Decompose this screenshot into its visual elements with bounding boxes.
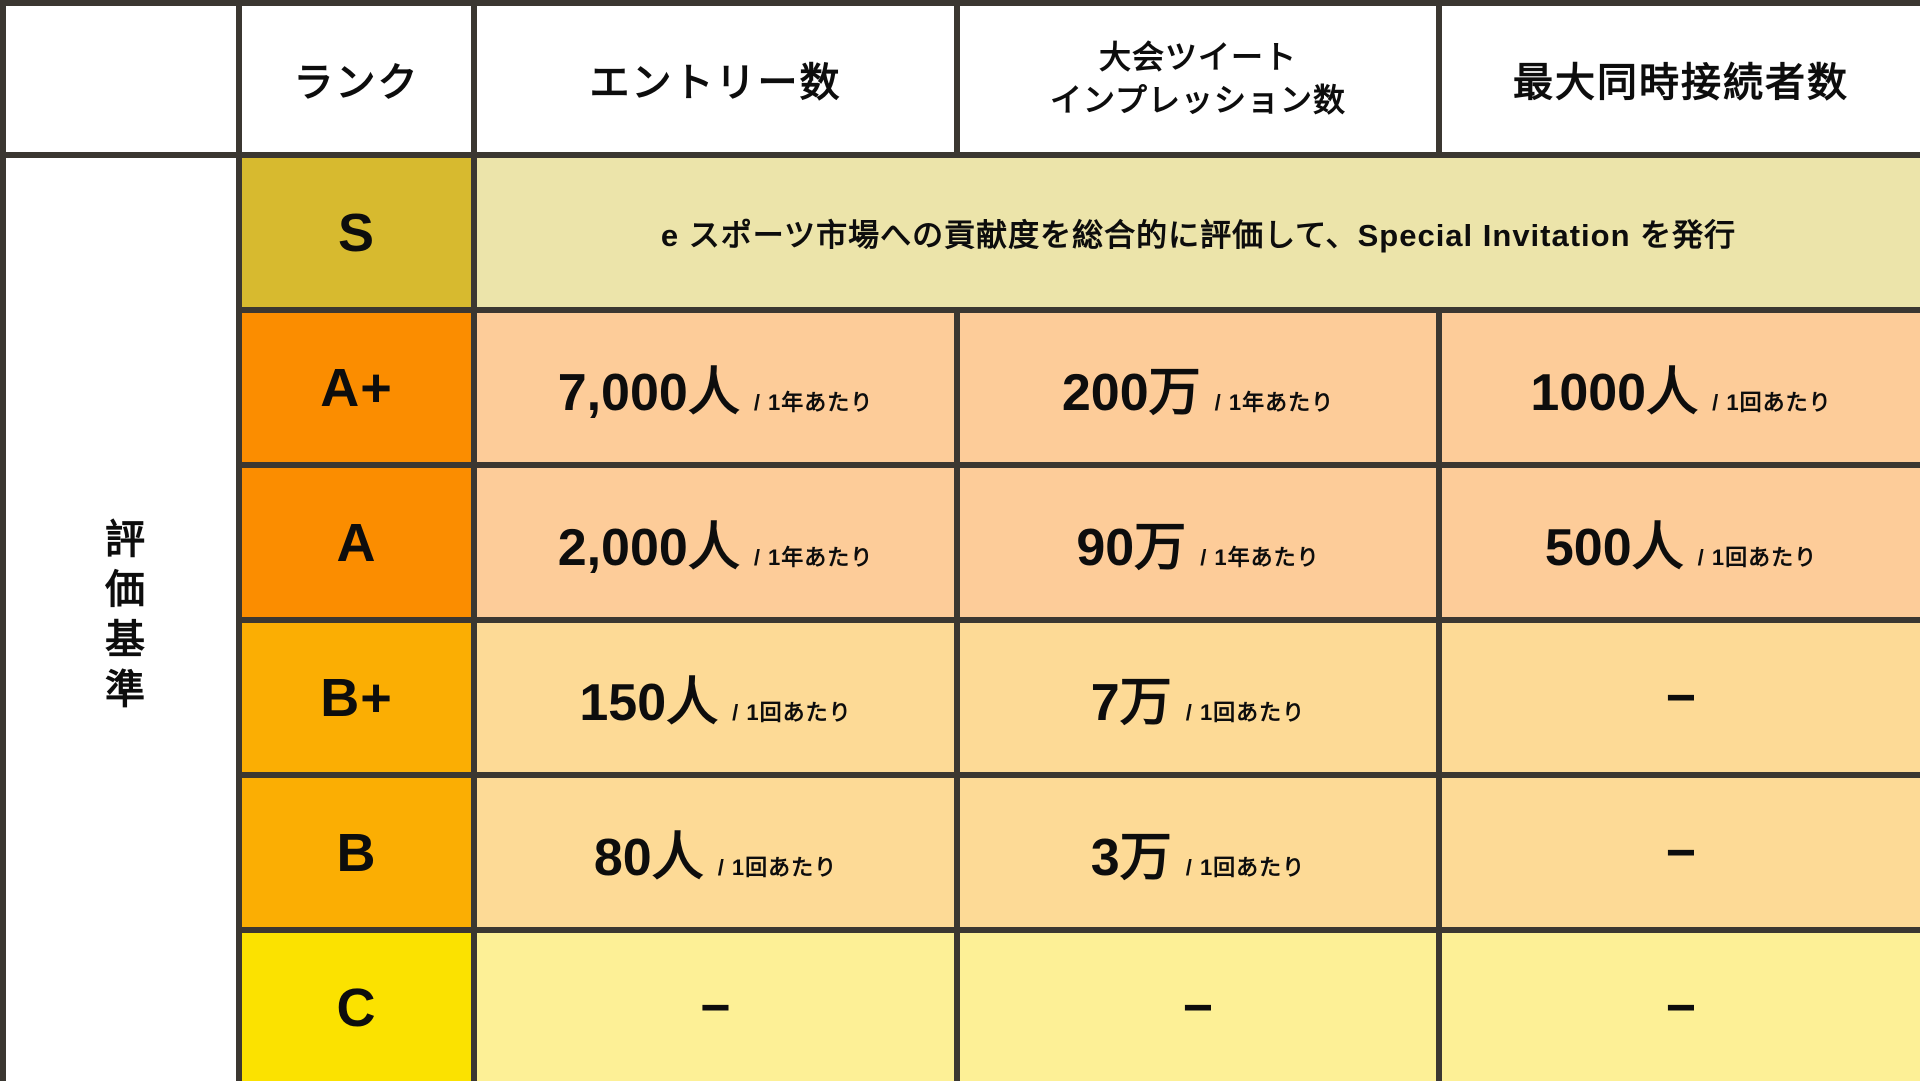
entries-cell-b: 80人 / 1回あたり <box>471 772 960 933</box>
header-viewers: 最大同時接続者数 <box>1436 0 1920 158</box>
viewers-dash: − <box>1665 978 1697 1037</box>
impressions-value: 7万 <box>1090 674 1172 732</box>
row-s: 評価基準 S e スポーツ市場への貢献度を総合的に評価して、Special In… <box>0 152 1920 1081</box>
viewers-dash: − <box>1665 823 1697 882</box>
viewers-cell-a-plus: 1000人 / 1回あたり <box>1436 307 1920 468</box>
impressions-value: 90万 <box>1076 519 1187 577</box>
impressions-cell-c: − <box>954 927 1442 1081</box>
header-impressions-line2: インプレッション数 <box>1049 82 1347 118</box>
entries-unit: / 1年あたり <box>753 390 874 415</box>
row-a-plus: A+ 7,000人 / 1年あたり 200万 / 1年あたり 1000人 / 1回あた… <box>3 307 1920 468</box>
impressions-cell-a-plus: 200万 / 1年あたり <box>954 307 1442 468</box>
impressions-value: 200万 <box>1061 364 1201 422</box>
viewers-value: 500人 <box>1544 519 1684 577</box>
rank-cell-b-plus: B+ <box>236 617 477 778</box>
impressions-dash: − <box>1182 978 1214 1037</box>
impressions-unit: / 1年あたり <box>1214 390 1335 415</box>
entries-value: 150人 <box>579 674 719 732</box>
viewers-unit: / 1回あたり <box>1712 390 1832 415</box>
side-label-cell: 評価基準 <box>0 152 242 1081</box>
rank-cell-s: S <box>236 152 477 313</box>
header-rank: ランク <box>236 0 477 158</box>
impressions-cell-a: 90万 / 1年あたり <box>954 462 1442 623</box>
viewers-cell-b-plus: − <box>1436 617 1920 778</box>
impressions-unit: / 1回あたり <box>1185 700 1306 725</box>
row-b-plus: B+ 150人 / 1回あたり 7万 / 1回あたり − <box>3 617 1920 778</box>
entries-dash: − <box>700 978 731 1037</box>
entries-cell-c: − <box>471 927 960 1081</box>
special-invitation-cell: e スポーツ市場への貢献度を総合的に評価して、Special Invitatio… <box>471 152 1920 313</box>
entries-value: 7,000人 <box>557 364 740 422</box>
rank-cell-a-plus: A+ <box>236 307 477 468</box>
header-impressions-line1: 大会ツイート <box>1098 38 1297 75</box>
header-corner-cell <box>0 0 242 158</box>
impressions-unit: / 1回あたり <box>1185 855 1306 880</box>
entries-value: 2,000人 <box>557 519 740 577</box>
rank-cell-a: A <box>236 462 477 623</box>
side-label: 評価基準 <box>99 517 143 718</box>
entries-cell-a-plus: 7,000人 / 1年あたり <box>471 307 960 468</box>
impressions-value: 3万 <box>1090 829 1172 887</box>
entries-cell-a: 2,000人 / 1年あたり <box>471 462 960 623</box>
rank-cell-c: C <box>236 927 477 1081</box>
row-c: C − − − <box>3 927 1920 1081</box>
viewers-unit: / 1回あたり <box>1697 545 1818 570</box>
header-impressions: 大会ツイート インプレッション数 <box>954 0 1442 158</box>
impressions-cell-b: 3万 / 1回あたり <box>954 772 1442 933</box>
entries-unit: / 1回あたり <box>732 700 852 725</box>
viewers-cell-a: 500人 / 1回あたり <box>1436 462 1920 623</box>
viewers-cell-b: − <box>1436 772 1920 933</box>
entries-cell-b-plus: 150人 / 1回あたり <box>471 617 960 778</box>
entries-value: 80人 <box>593 829 704 887</box>
row-a: A 2,000人 / 1年あたり 90万 / 1年あたり 500人 / 1回あたり <box>3 462 1920 623</box>
header-entries: エントリー数 <box>471 0 960 158</box>
rank-cell-b: B <box>236 772 477 933</box>
viewers-cell-c: − <box>1436 927 1920 1081</box>
viewers-dash: − <box>1665 668 1697 727</box>
entries-unit: / 1年あたり <box>753 545 874 570</box>
row-b: B 80人 / 1回あたり 3万 / 1回あたり − <box>3 772 1920 933</box>
entries-unit: / 1回あたり <box>717 855 838 880</box>
header-row: ランク エントリー数 大会ツイート インプレッション数 最大同時接続者数 <box>0 0 1920 158</box>
impressions-cell-b-plus: 7万 / 1回あたり <box>954 617 1442 778</box>
viewers-value: 1000人 <box>1530 364 1699 422</box>
impressions-unit: / 1年あたり <box>1200 545 1320 570</box>
